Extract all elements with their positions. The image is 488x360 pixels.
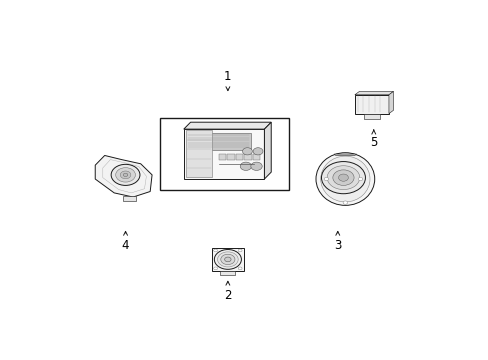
Bar [211,248,244,271]
Bar [244,154,251,159]
Circle shape [120,171,131,179]
Circle shape [343,201,347,204]
Text: 1: 1 [224,71,231,91]
Circle shape [332,170,353,185]
Ellipse shape [320,156,369,202]
Circle shape [123,173,127,176]
Circle shape [221,254,234,265]
Bar [122,195,136,201]
Circle shape [242,148,252,155]
Bar [235,154,243,159]
Bar [252,154,260,159]
Circle shape [324,177,328,181]
Text: 2: 2 [224,281,231,302]
Circle shape [213,267,217,270]
Circle shape [214,249,241,269]
Bar [218,154,226,159]
Polygon shape [95,156,152,197]
Text: 4: 4 [122,231,129,252]
Circle shape [250,162,262,170]
Polygon shape [388,91,393,114]
Polygon shape [183,122,271,129]
Text: 5: 5 [369,130,377,149]
Polygon shape [264,122,271,179]
Circle shape [213,249,217,252]
Circle shape [240,162,251,170]
Circle shape [338,174,347,181]
Circle shape [326,166,359,190]
Bar [363,114,380,118]
Circle shape [358,177,362,181]
Circle shape [224,257,231,262]
Circle shape [253,148,263,155]
Polygon shape [333,154,356,156]
Circle shape [238,267,242,270]
Ellipse shape [315,153,374,205]
Circle shape [116,168,135,182]
Bar [186,133,250,150]
Bar [183,129,264,179]
Bar [354,95,388,114]
Circle shape [321,162,365,194]
Polygon shape [354,91,393,95]
Circle shape [111,164,140,185]
Bar [220,271,235,275]
Bar [227,154,234,159]
Bar [159,118,288,190]
Circle shape [217,252,238,267]
Circle shape [238,249,242,252]
Text: 3: 3 [333,231,341,252]
Bar [185,130,212,177]
